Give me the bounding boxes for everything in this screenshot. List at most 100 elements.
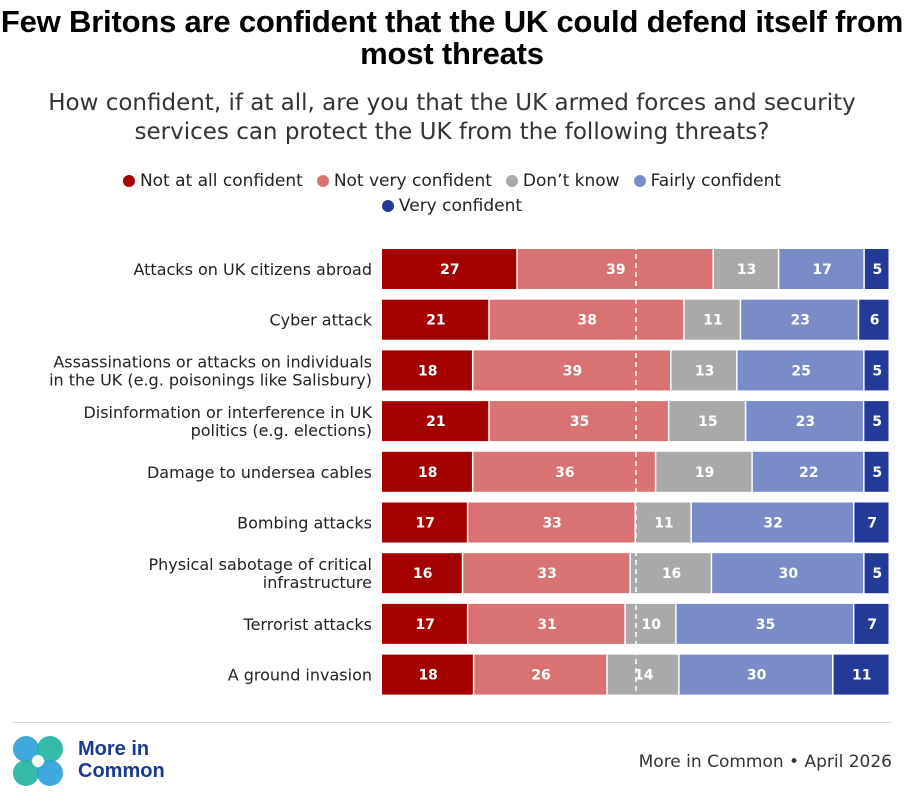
bar-segment bbox=[854, 502, 889, 543]
bar-segment bbox=[679, 654, 833, 695]
data-label: 18 bbox=[418, 668, 437, 684]
bar-segment bbox=[864, 350, 889, 391]
legend-item-very: Very confident bbox=[381, 196, 523, 216]
stacked-bar-chart: 27 39 13 17 5 Attacks on UK citizens abroad 21… bbox=[49, 245, 889, 699]
legend-swatch-dont-know bbox=[505, 175, 518, 187]
data-label: 25 bbox=[791, 363, 810, 379]
data-label: 26 bbox=[531, 668, 550, 684]
legend-label-very: Very confident bbox=[398, 196, 523, 216]
bar-segment bbox=[676, 603, 853, 644]
bar-segment bbox=[669, 401, 745, 442]
logo-line-1: More in bbox=[78, 738, 150, 760]
bar-segment bbox=[517, 249, 713, 289]
bar-segment bbox=[489, 299, 684, 340]
bar-segment bbox=[473, 451, 655, 492]
data-label: 27 bbox=[440, 262, 459, 278]
data-label: 5 bbox=[872, 566, 882, 582]
source-note: More in Common • April 2026 bbox=[638, 752, 892, 772]
bar-segment bbox=[463, 553, 630, 594]
bar-segment bbox=[474, 654, 607, 695]
data-label: 21 bbox=[426, 414, 445, 430]
logo-wordmark: More in Common bbox=[78, 738, 165, 782]
data-label: 22 bbox=[799, 465, 818, 481]
category-label: Damage to undersea cables bbox=[147, 463, 372, 482]
bar-segment bbox=[382, 401, 489, 442]
category-label: Cyber attack bbox=[269, 311, 372, 330]
bar-segment bbox=[671, 350, 737, 391]
data-label: 5 bbox=[873, 262, 883, 278]
data-label: 32 bbox=[763, 516, 782, 532]
data-label: 33 bbox=[542, 516, 561, 532]
category-label: Bombing attacks bbox=[237, 514, 372, 533]
legend-label-fairly: Fairly confident bbox=[650, 171, 782, 191]
data-label: 7 bbox=[867, 617, 877, 633]
bar-segment bbox=[625, 603, 676, 644]
bar-segment bbox=[382, 654, 473, 695]
bar-segment bbox=[741, 299, 858, 340]
bar-segment bbox=[864, 451, 889, 492]
bar-segment bbox=[656, 451, 752, 492]
category-label: Attacks on UK citizens abroad bbox=[133, 260, 372, 279]
category-label: A ground invasion bbox=[228, 666, 372, 685]
legend-item-fairly: Fairly confident bbox=[633, 171, 782, 191]
bar-segment bbox=[746, 401, 863, 442]
bar-segment bbox=[864, 553, 889, 594]
bar-segment bbox=[684, 299, 740, 340]
bar-segment bbox=[859, 299, 889, 340]
data-label: 19 bbox=[695, 465, 714, 481]
bar-segment bbox=[473, 350, 671, 391]
data-label: 39 bbox=[563, 363, 582, 379]
bar-segment bbox=[691, 502, 853, 543]
category-label: Physical sabotage of critical infrastruct… bbox=[148, 555, 372, 592]
data-label: 35 bbox=[756, 617, 775, 633]
bar-segment bbox=[382, 350, 472, 391]
logo-line-2: Common bbox=[78, 760, 165, 782]
bar-segment bbox=[382, 603, 467, 644]
bar-segment bbox=[382, 299, 489, 340]
data-label: 21 bbox=[426, 313, 445, 329]
data-label: 5 bbox=[872, 363, 882, 379]
legend-swatch-not-at-all bbox=[122, 175, 135, 187]
legend-item-dont-know: Don’t know bbox=[505, 171, 620, 191]
legend: Not at all confident Not very confident … bbox=[0, 171, 904, 191]
data-label: 39 bbox=[606, 262, 625, 278]
data-label: 18 bbox=[418, 465, 437, 481]
legend-swatch-not-very bbox=[316, 175, 329, 187]
category-label: Assassinations or attacks on individuals… bbox=[49, 352, 372, 389]
bar-segment bbox=[833, 654, 889, 695]
data-label: 17 bbox=[415, 516, 434, 532]
data-label: 6 bbox=[870, 313, 880, 329]
bar-segment bbox=[382, 249, 517, 289]
bar-segment bbox=[630, 553, 711, 594]
data-label: 15 bbox=[698, 414, 717, 430]
bar-segment bbox=[468, 603, 625, 644]
bar-segment bbox=[737, 350, 864, 391]
more-in-common-logo-icon bbox=[13, 736, 63, 786]
bar-segment bbox=[382, 553, 462, 594]
bar-segment bbox=[713, 249, 778, 289]
data-label: 36 bbox=[555, 465, 574, 481]
data-label: 13 bbox=[695, 363, 714, 379]
bar-segment bbox=[752, 451, 864, 492]
legend-item-not-at-all: Not at all confident bbox=[122, 171, 303, 191]
data-label: 38 bbox=[578, 313, 597, 329]
data-label: 11 bbox=[703, 313, 722, 329]
category-label: Terrorist attacks bbox=[243, 615, 372, 634]
category-label: Disinformation or interference in UK poli… bbox=[83, 403, 372, 440]
bar-segment bbox=[382, 502, 467, 543]
bar-segment bbox=[607, 654, 679, 695]
data-label: 30 bbox=[779, 566, 799, 582]
bar-segment bbox=[864, 249, 889, 289]
footer-divider bbox=[12, 722, 892, 723]
data-label: 16 bbox=[413, 566, 432, 582]
bar-segment bbox=[779, 249, 864, 289]
data-label: 10 bbox=[641, 617, 661, 633]
legend-label-dont-know: Don’t know bbox=[522, 171, 620, 191]
data-label: 18 bbox=[418, 363, 437, 379]
data-label: 13 bbox=[737, 262, 756, 278]
bar-segment bbox=[382, 451, 472, 492]
chart-subtitle: How confident, if at all, are you that t… bbox=[48, 90, 856, 145]
data-label: 23 bbox=[796, 414, 815, 430]
legend-row-2: Very confident bbox=[0, 196, 904, 216]
bar-segment bbox=[468, 502, 635, 543]
